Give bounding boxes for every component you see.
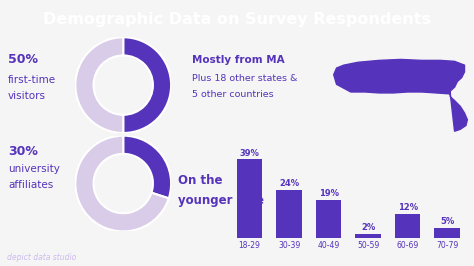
Text: 12%: 12%: [398, 203, 418, 212]
Text: visitors: visitors: [8, 91, 46, 101]
Text: 24%: 24%: [279, 179, 299, 188]
Text: Mostly from MA: Mostly from MA: [192, 55, 284, 65]
Text: On the: On the: [178, 174, 222, 187]
Text: first-time: first-time: [8, 75, 56, 85]
Wedge shape: [75, 37, 123, 133]
Bar: [356, 234, 381, 238]
Text: Demographic Data on Survey Respondents: Demographic Data on Survey Respondents: [43, 12, 431, 27]
Text: 5%: 5%: [440, 217, 454, 226]
Text: 5 other countries: 5 other countries: [192, 90, 273, 99]
Bar: [395, 214, 420, 238]
Text: 39%: 39%: [240, 149, 260, 158]
Text: 30%: 30%: [8, 145, 38, 158]
Bar: [434, 228, 460, 238]
Polygon shape: [334, 59, 467, 131]
Bar: [316, 200, 341, 238]
Text: 19%: 19%: [319, 189, 338, 198]
Text: university: university: [8, 164, 60, 174]
Text: Plus 18 other states &: Plus 18 other states &: [192, 74, 297, 83]
Wedge shape: [75, 136, 169, 231]
Text: depict data studio: depict data studio: [7, 253, 76, 262]
Text: younger side: younger side: [178, 194, 264, 207]
Text: affiliates: affiliates: [8, 180, 53, 190]
Text: 2%: 2%: [361, 223, 375, 232]
Wedge shape: [123, 136, 171, 198]
Bar: [276, 190, 302, 238]
Bar: [237, 159, 263, 238]
Text: 50%: 50%: [8, 53, 38, 66]
Wedge shape: [123, 37, 171, 133]
